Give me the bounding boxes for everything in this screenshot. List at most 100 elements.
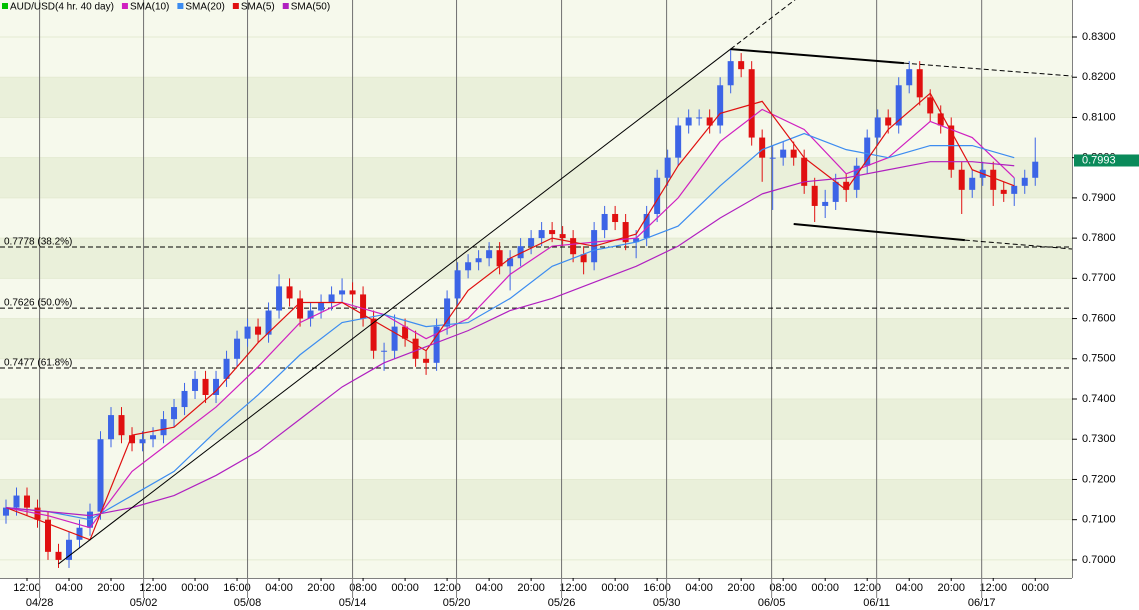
x-tick-label: 20:00 [727,582,755,594]
candle-body [496,250,503,267]
x-axis-area [0,578,1072,610]
candle-body [391,326,398,351]
x-tick-label: 20:00 [517,582,545,594]
candle-body [1032,161,1039,178]
candle-body [748,69,755,138]
candle-body [664,157,671,178]
x-tick-label: 12:00 [979,582,1007,594]
sma-line [5,92,1015,541]
candle-body [66,539,73,560]
candle-body [874,117,881,138]
x-tick-label: 04:00 [475,582,503,594]
y-tick-label: 0.8100 [1082,111,1116,123]
y-tick-label: 0.8200 [1082,71,1116,83]
x-tick-label: 12:00 [853,582,881,594]
candle-body [475,258,482,263]
candle-body [150,435,157,440]
candle-body [13,495,20,508]
y-tick-label: 0.7900 [1082,192,1116,204]
x-tick-label: 04:00 [895,582,923,594]
grid-band [0,318,1072,359]
candle-body [97,439,104,512]
candle-body [328,294,335,303]
candle-body [255,326,262,335]
candle-body [517,246,524,259]
plot-area: 0.7778 (38.2%) 0.7626 (50.0%) 0.7477 (61.8… [0,0,1072,578]
candle-body [717,85,724,126]
candle-body [444,298,451,327]
candle-body [895,85,902,126]
y-tick-label: 0.7600 [1082,312,1116,324]
candle-body [297,298,304,319]
x-tick-label: 00:00 [1021,582,1049,594]
legend-swatch [2,3,8,9]
last-price-box [1074,154,1139,167]
candle-body [202,378,209,395]
sma-line [5,161,1015,517]
candle-body [853,165,860,190]
candle-body [570,238,577,255]
candle-body [738,61,745,70]
candle-body [1000,189,1007,194]
candle-body [885,117,892,126]
candle-body [55,551,62,560]
candle-body [339,290,346,295]
legend-label: SMA(10) [130,2,169,13]
candle-body [349,290,356,295]
candle-body [958,169,965,190]
candle-body [76,527,83,540]
x-tick-label: 08:00 [769,582,797,594]
x-tick-label: 00:00 [601,582,629,594]
x-tick-label: 04:00 [685,582,713,594]
candle-body [360,294,367,319]
x-tick-label: 16:00 [223,582,251,594]
candle-body [780,149,787,158]
grid-band [0,479,1072,520]
date-label: 05/20 [443,597,471,609]
grid-band [0,157,1072,198]
candle-body [213,378,220,395]
trendline [903,62,1072,77]
candle-body [643,213,650,239]
y-tick-label: 0.7400 [1082,393,1116,405]
x-tick-label: 04:00 [55,582,83,594]
candle-body [864,137,871,166]
candle-body [654,177,661,214]
trendline [730,48,905,65]
date-label: 05/14 [339,597,367,609]
x-tick-label: 08:00 [349,582,377,594]
candle-body [244,326,251,339]
candle-body [948,125,955,170]
candle-body [234,338,241,359]
candle-body [307,310,314,319]
candle-body [276,286,283,311]
y-tick-label: 0.7700 [1082,272,1116,284]
legend-label: SMA(50) [291,2,330,13]
candle-body [370,318,377,351]
candle-body [927,97,934,114]
legend-label: SMA(5) [241,2,275,13]
candle-body [454,270,461,299]
legend-label: SMA(20) [185,2,224,13]
x-tick-label: 20:00 [97,582,125,594]
candle-body [969,177,976,190]
candle-body [318,302,325,311]
candle-body [612,213,619,223]
date-label: 05/30 [653,597,681,609]
candle-body [171,407,178,420]
candle-body [549,230,556,235]
candle-body [129,435,136,444]
candle-body [507,258,514,267]
date-label: 04/28 [26,597,54,609]
candle-body [696,117,703,119]
date-label: 06/17 [968,597,996,609]
candle-body [580,254,587,263]
x-tick-label: 12:00 [13,582,41,594]
candle-body [832,181,839,202]
candle-body [402,326,409,339]
candle-body [412,338,419,359]
level-label: 0.7477 (61.8%) [4,358,72,369]
candle-body [192,378,199,391]
